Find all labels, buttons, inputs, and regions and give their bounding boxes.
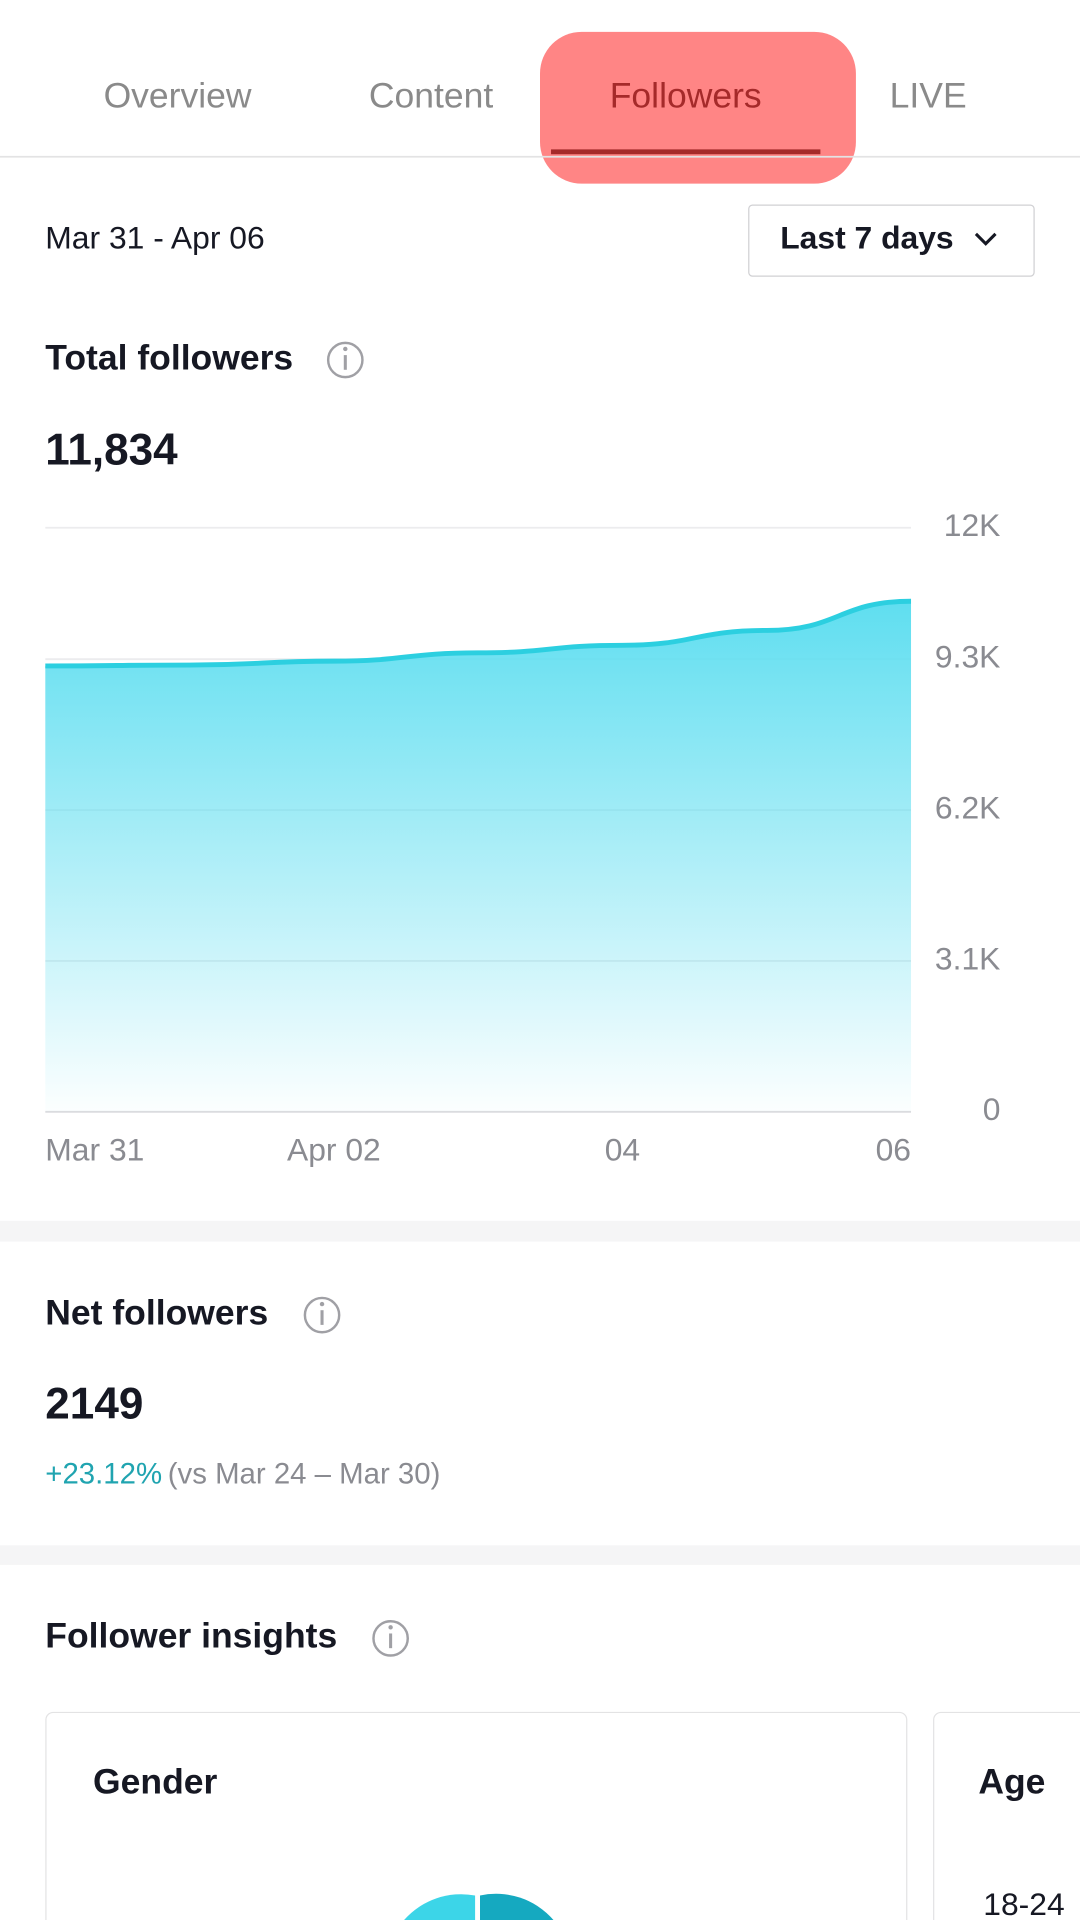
area	[45, 601, 912, 1112]
comparison: (vs Mar 24 – Mar 30)	[168, 1457, 441, 1490]
y-tick-label: 0	[983, 1091, 1001, 1127]
section-title: Follower insights	[45, 1616, 337, 1656]
section-title: Total followers	[45, 337, 293, 377]
x-tick-label: 06	[876, 1132, 911, 1168]
info-icon[interactable]	[303, 1296, 341, 1334]
line	[45, 598, 912, 669]
card-title: Age	[978, 1761, 1045, 1801]
card	[933, 1711, 1080, 1920]
chevron	[974, 232, 997, 246]
y-tick-label: 3.1K	[935, 940, 1000, 976]
separator	[0, 1545, 1080, 1565]
chart: 0 3.1K 6.2K 9.3K 12K Mar 31 Apr 02 04 06	[45, 507, 1001, 1168]
section-title: Net followers	[45, 1292, 268, 1332]
x-tick-label: Apr 02	[287, 1132, 381, 1168]
date-range: Mar 31 - Apr 06	[45, 219, 264, 255]
y-tick-label: 12K	[944, 507, 1001, 543]
card-title: Gender	[93, 1761, 217, 1801]
pie-slice	[404, 1894, 476, 1920]
change: +23.12%	[45, 1457, 162, 1490]
info-icon[interactable]	[372, 1620, 409, 1657]
total-value: 11,834	[45, 426, 178, 475]
net-value: 2149	[45, 1380, 143, 1429]
period-label[interactable]: Last 7 days	[780, 219, 953, 255]
tab[interactable]: Followers	[610, 75, 762, 115]
x-tick-label: 04	[605, 1132, 640, 1168]
y-tick-label: 6.2K	[935, 789, 1000, 825]
age-group: 18-24	[983, 1886, 1064, 1920]
tab-highlight	[540, 31, 856, 184]
tab[interactable]: Overview	[104, 75, 252, 115]
tab[interactable]: LIVE	[890, 75, 967, 115]
tab[interactable]: Content	[369, 75, 493, 115]
card	[45, 1711, 908, 1920]
separator	[0, 1220, 1080, 1242]
info-icon[interactable]	[326, 341, 364, 379]
pie-slice	[480, 1893, 554, 1920]
period-selector[interactable]	[748, 204, 1035, 277]
x-tick-label: Mar 31	[45, 1132, 144, 1168]
y-tick-label: 9.3K	[935, 639, 1000, 675]
